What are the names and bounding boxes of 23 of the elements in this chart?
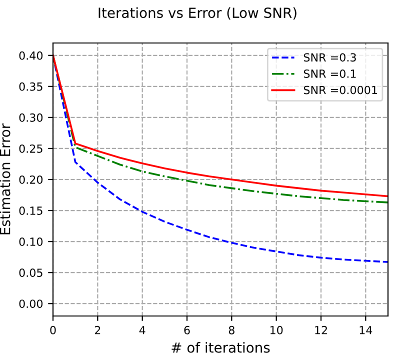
x-axis-title: # of iterations (172, 342, 270, 353)
legend-label: SNR =0.1 (304, 70, 356, 78)
x-tick-label: 2 (94, 326, 100, 334)
x-tick-label: 12 (315, 326, 327, 334)
y-tick-label: 0.20 (19, 175, 43, 184)
chart-title: Iterations vs Error (Low SNR) (98, 7, 296, 20)
y-tick-label: 0.10 (19, 238, 43, 246)
x-tick-label: 0 (50, 326, 56, 334)
y-tick-label: 0.30 (19, 113, 43, 122)
y-tick-label: 0.25 (19, 144, 42, 153)
legend-label: SNR =0.3 (304, 53, 356, 62)
legend-label: SNR =0.0001 (304, 86, 377, 94)
y-tick-label: 0.05 (19, 268, 42, 277)
x-tick-label: 4 (139, 326, 146, 334)
x-tick-label: 14 (360, 326, 372, 334)
y-tick-label: 0.15 (19, 206, 42, 215)
y-axis-title: Estimation Error (0, 123, 10, 234)
y-tick-label: 0.40 (19, 51, 43, 60)
x-tick-label: 6 (184, 326, 190, 334)
x-tick-label: 8 (228, 326, 234, 334)
y-tick-label: 0.35 (19, 82, 42, 91)
x-tick-label: 10 (270, 326, 283, 334)
y-tick-label: 0.00 (19, 300, 43, 308)
